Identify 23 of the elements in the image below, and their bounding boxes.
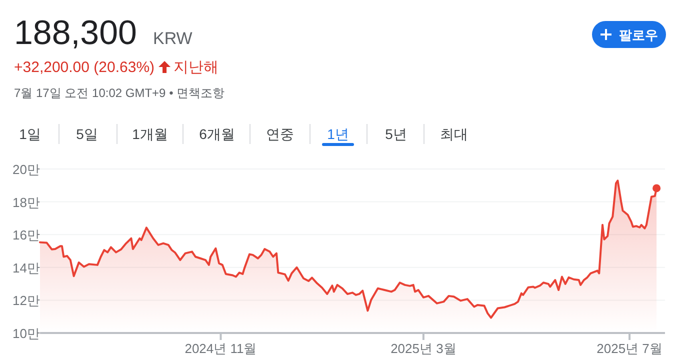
text: +32,200.00 (20.63%) xyxy=(14,59,155,76)
text: 5년 xyxy=(385,126,407,142)
text: 1개월 xyxy=(132,126,168,142)
x-tick-label: 2025년 7월 xyxy=(596,341,662,356)
x-tick-label: 2024년 11월 xyxy=(184,341,257,356)
y-tick-label: 10만 xyxy=(12,326,40,341)
text: KRW xyxy=(153,29,192,48)
text: 연중 xyxy=(266,126,294,142)
y-tick-label: 20만 xyxy=(12,162,40,177)
y-tick-label: 16만 xyxy=(12,228,40,243)
text: 5일 xyxy=(76,126,98,142)
text: 최대 xyxy=(440,126,468,142)
chart-title: 188,300 xyxy=(14,14,137,52)
text: 1년 xyxy=(327,126,349,142)
y-tick-label: 14만 xyxy=(12,260,40,276)
y-tick-label: 12만 xyxy=(12,293,40,308)
text: 1일 xyxy=(19,126,41,142)
x-tick-label: 2025년 3월 xyxy=(390,341,456,356)
text: 6개월 xyxy=(199,126,235,142)
text: 지난해 xyxy=(174,59,219,76)
text: 팔로우 xyxy=(619,28,658,42)
text: 7월 17일 오전 10:02 GMT+9 • 면책조항 xyxy=(14,86,225,100)
y-tick-label: 18만 xyxy=(12,194,40,210)
